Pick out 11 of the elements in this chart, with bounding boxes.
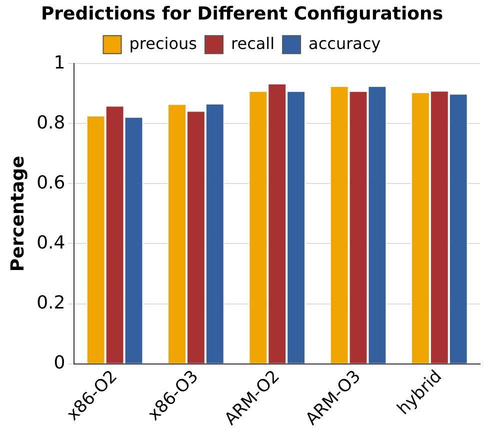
y-tick-label: 0.4 bbox=[36, 232, 66, 254]
y-axis-title: Percentage bbox=[7, 156, 28, 272]
y-tick-label: 0.2 bbox=[36, 292, 66, 314]
legend-label: accuracy bbox=[308, 34, 381, 53]
y-tick-label: 0 bbox=[54, 352, 66, 374]
y-tick-label: 0.8 bbox=[36, 112, 66, 134]
chart-title: Predictions for Different Configurations bbox=[40, 3, 444, 24]
y-tick-label: 0.6 bbox=[36, 172, 66, 194]
legend-label: precious bbox=[129, 34, 197, 53]
legend-label: recall bbox=[230, 34, 275, 53]
y-tick-label: 1 bbox=[54, 52, 66, 74]
